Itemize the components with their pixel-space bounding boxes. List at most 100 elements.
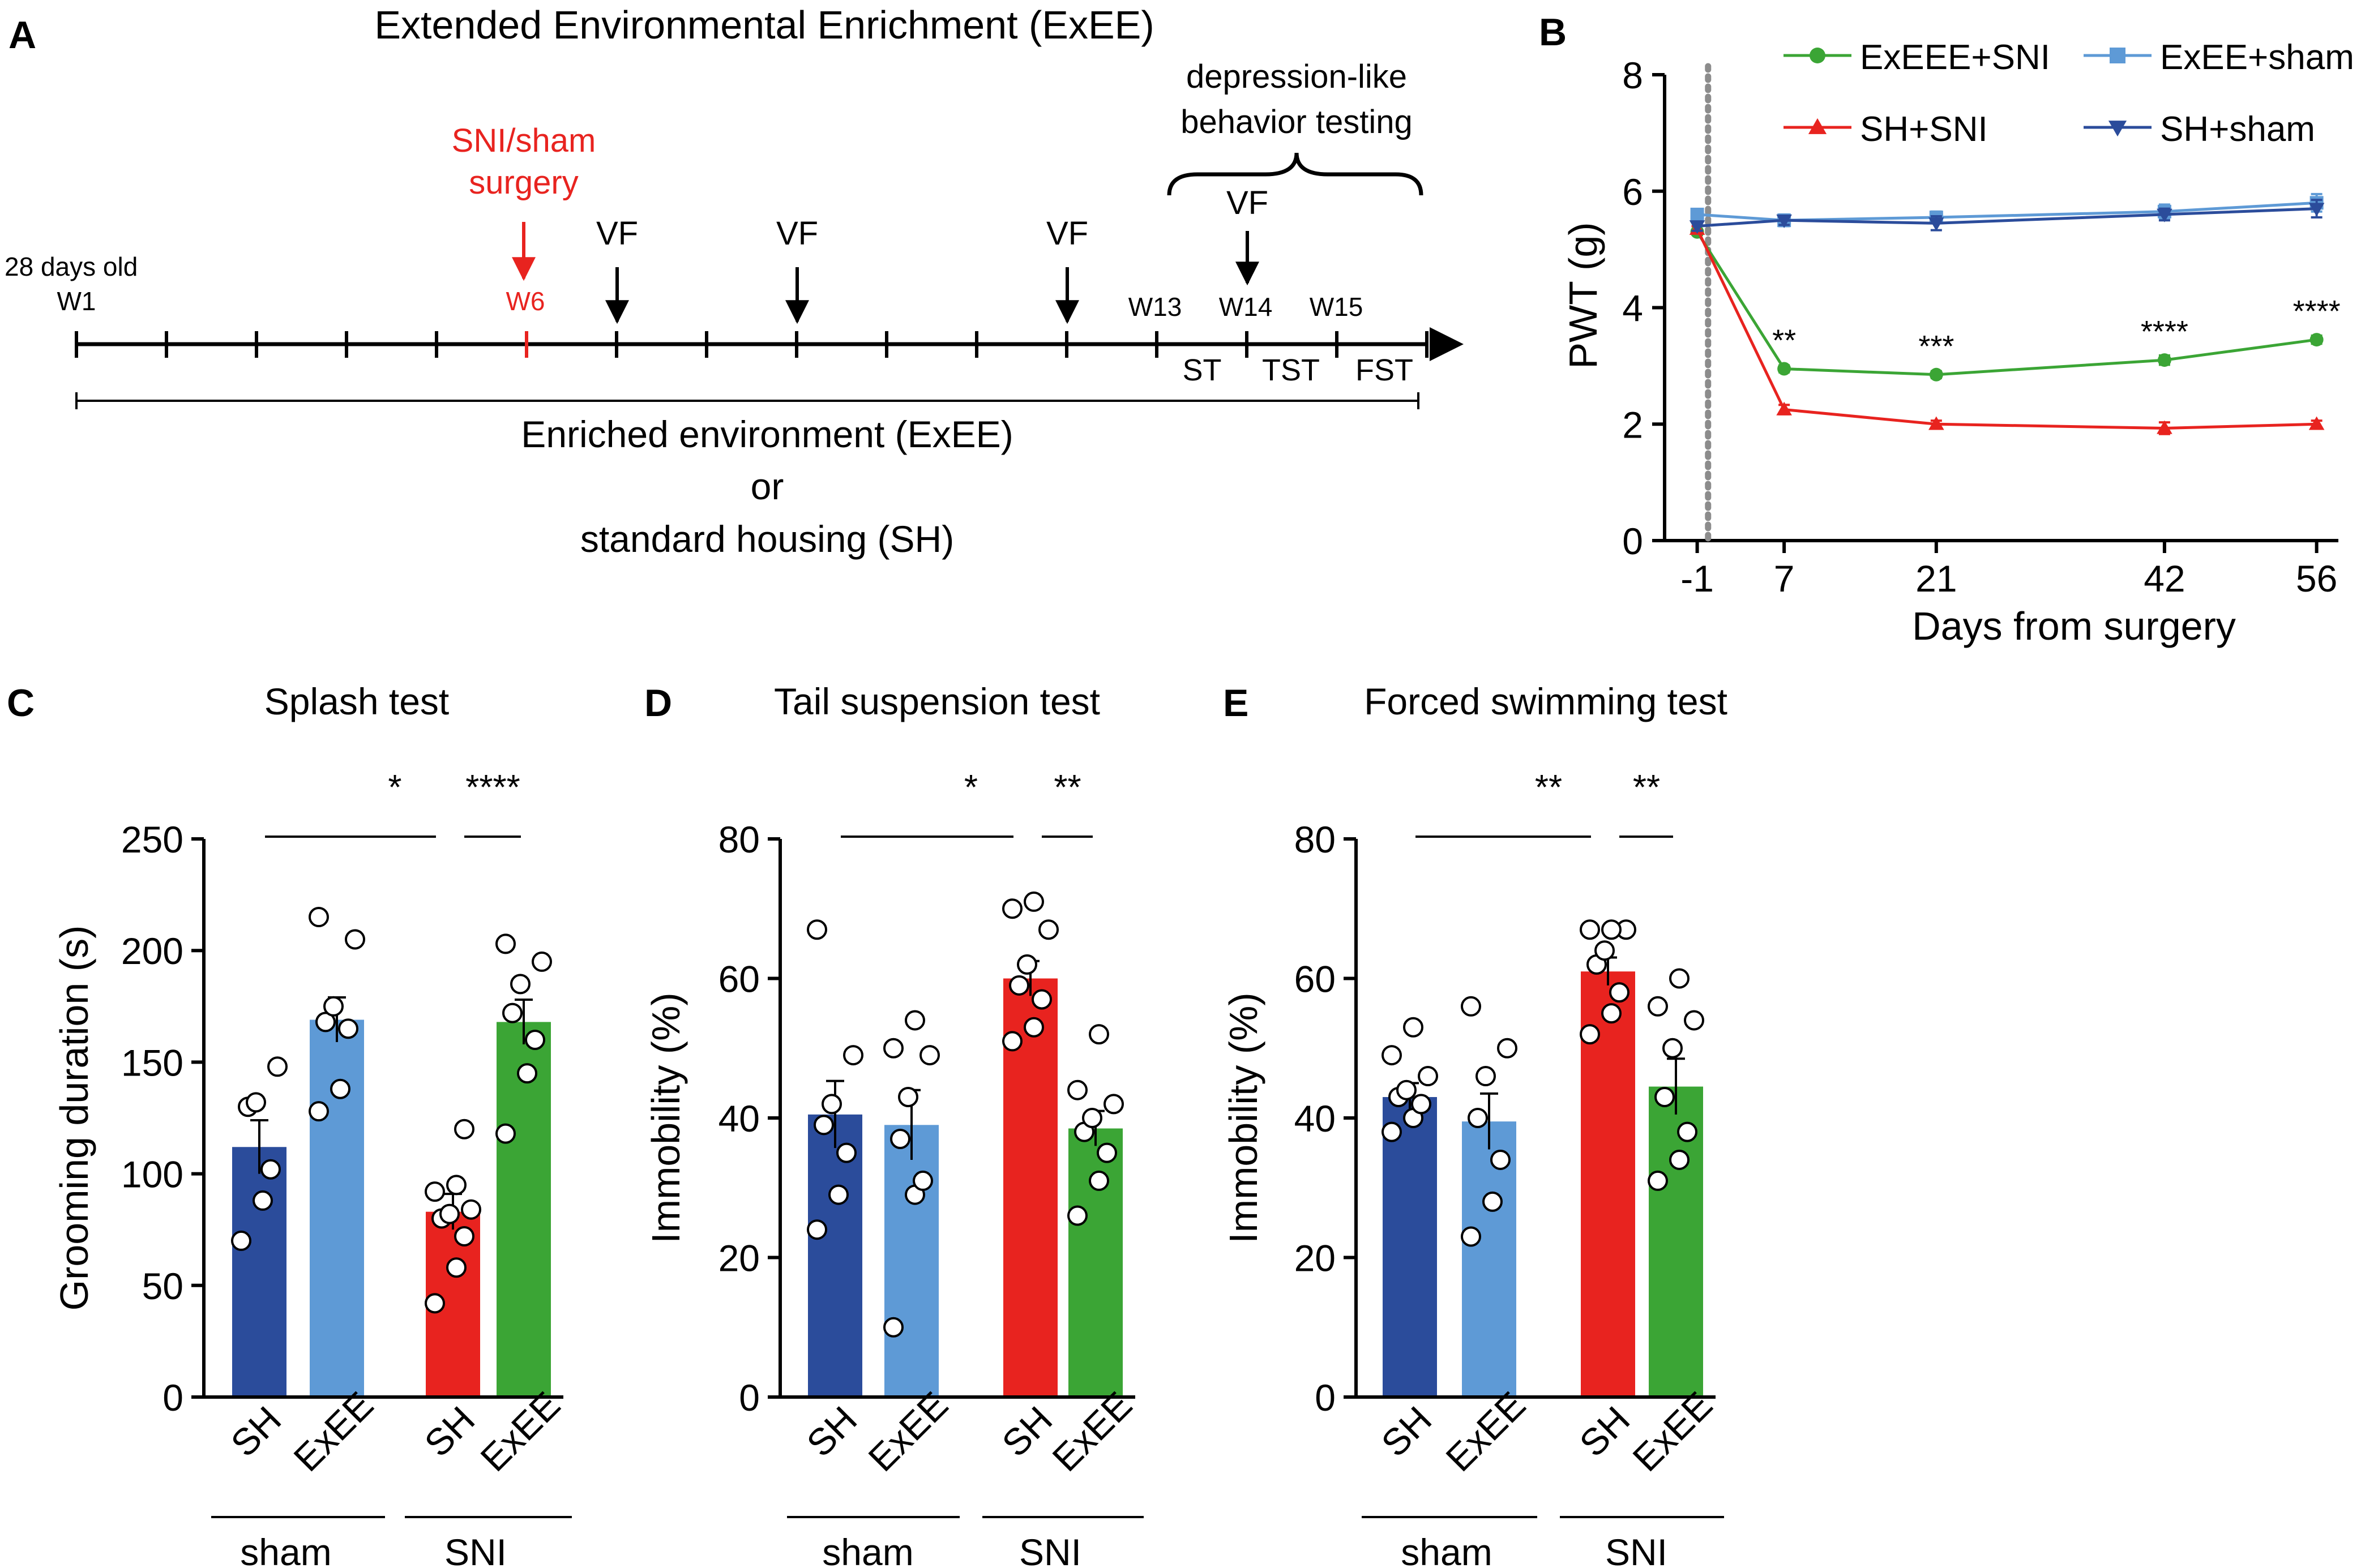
week-ticks (75, 331, 1428, 358)
bar (808, 1114, 862, 1397)
surgery-label-line2: surgery (469, 164, 578, 201)
legend-label: ExEEE+SNI (1860, 38, 2050, 77)
significance-stars: ** (1535, 768, 1562, 807)
panel-d-bar-chart: D Tail suspension test Immobility (%) sh… (644, 680, 1144, 1568)
line-chart-xlabel: Days from surgery (1912, 604, 2236, 648)
housing-label-line2: or (751, 465, 784, 507)
individual-point (822, 1094, 842, 1115)
legend-marker (2110, 48, 2125, 63)
significance-stars: ** (1633, 768, 1660, 807)
y-tick-label: 0 (162, 1377, 183, 1419)
individual-point (843, 1045, 863, 1066)
significance-stars: * (964, 768, 978, 807)
y-tick-label: 4 (1622, 288, 1643, 329)
vf-label-w9: VF (776, 215, 818, 252)
individual-point (1490, 1149, 1511, 1170)
individual-point (1411, 1094, 1431, 1115)
individual-point (1002, 898, 1023, 919)
legend-marker (1810, 48, 1825, 63)
individual-point (1082, 1108, 1102, 1128)
group-label-sni: SNI (1019, 1531, 1081, 1568)
significance-stars: **** (465, 768, 520, 807)
individual-point (1654, 1087, 1675, 1108)
individual-point (1677, 1121, 1697, 1142)
vf-marker: VF (776, 215, 818, 324)
timeline-arrowhead (1430, 327, 1464, 361)
individual-point (1067, 1205, 1088, 1226)
individual-point (1418, 1066, 1438, 1087)
individual-point (323, 996, 344, 1017)
data-point (2157, 353, 2171, 367)
individual-point (1067, 1079, 1088, 1100)
y-tick-label: 50 (142, 1265, 183, 1307)
bar (1068, 1128, 1123, 1397)
individual-point (836, 1142, 857, 1163)
housing-span (75, 392, 1419, 409)
individual-point (1684, 1010, 1704, 1031)
individual-point (890, 1128, 910, 1149)
panel-label-b: B (1539, 11, 1567, 54)
individual-point (525, 1029, 545, 1050)
data-point (1776, 401, 1792, 415)
panel-label-e: E (1223, 682, 1248, 725)
legend-label: SH+SNI (1860, 110, 1988, 149)
data-point (1928, 217, 1944, 232)
week-label-w6: W6 (506, 286, 545, 316)
individual-point (883, 1317, 904, 1338)
individual-point (1024, 1017, 1044, 1038)
vf-label-w7: VF (596, 215, 638, 252)
individual-point (898, 1087, 918, 1108)
y-tick-label: 60 (718, 958, 760, 1000)
individual-point (905, 1010, 925, 1031)
individual-point (1461, 996, 1481, 1017)
individual-point (495, 1123, 516, 1144)
x-tick-label: 42 (2144, 558, 2185, 599)
individual-point (1038, 919, 1059, 940)
individual-point (1669, 968, 1690, 989)
housing-label-line3: standard housing (SH) (580, 518, 954, 560)
individual-point (828, 1184, 849, 1205)
individual-point (1396, 1079, 1417, 1100)
category-label: SH (416, 1398, 482, 1464)
individual-point (1468, 1108, 1488, 1128)
individual-point (1475, 1066, 1496, 1087)
individual-point (495, 933, 516, 954)
test-label-fst: FST (1355, 353, 1413, 387)
individual-point (1482, 1191, 1503, 1212)
depression-label-line2: behavior testing (1181, 104, 1412, 140)
vf-marker: VF (596, 215, 638, 324)
individual-point (260, 1159, 281, 1180)
individual-point (1382, 1045, 1402, 1066)
individual-point (1032, 989, 1052, 1010)
vf-label-w14: VF (1226, 185, 1268, 221)
group-label-sham: sham (1401, 1531, 1492, 1568)
testing-brace (1167, 152, 1423, 196)
vf-marker: VF (1046, 215, 1088, 324)
individual-point (1097, 1142, 1117, 1163)
bar (497, 1022, 551, 1397)
test-label-st: ST (1182, 353, 1221, 387)
individual-point (439, 1203, 460, 1224)
line-chart-axes: 0 2 4 6 8 -1 7 21 42 56 (1622, 54, 2338, 599)
individual-point (532, 951, 552, 972)
panel-label-d: D (644, 682, 672, 725)
x-tick-label: 7 (1774, 558, 1795, 599)
legend-entry: ExEEE+SNI (1784, 38, 2050, 77)
category-label: SH (1571, 1398, 1637, 1464)
legend-marker (2108, 121, 2127, 137)
bar-chart-ylabel: Immobility (%) (1221, 992, 1265, 1243)
line-chart-ylabel: PWT (g) (1561, 222, 1605, 369)
week-label-w15: W15 (1310, 292, 1363, 322)
y-tick-label: 0 (739, 1377, 760, 1419)
individual-point (446, 1175, 467, 1196)
line-chart-legend: ExEEE+SNI ExEE+sham SH+SNI SH+sham (1784, 38, 2354, 149)
individual-point (502, 1003, 523, 1023)
week-label-w1: W1 (57, 286, 96, 316)
individual-point (517, 1063, 537, 1084)
group-label-sni: SNI (1605, 1531, 1667, 1568)
week-label-w14: W14 (1219, 292, 1273, 322)
significance-stars: **** (2141, 315, 2188, 349)
individual-point (1594, 940, 1615, 961)
y-tick-label: 40 (718, 1098, 760, 1139)
